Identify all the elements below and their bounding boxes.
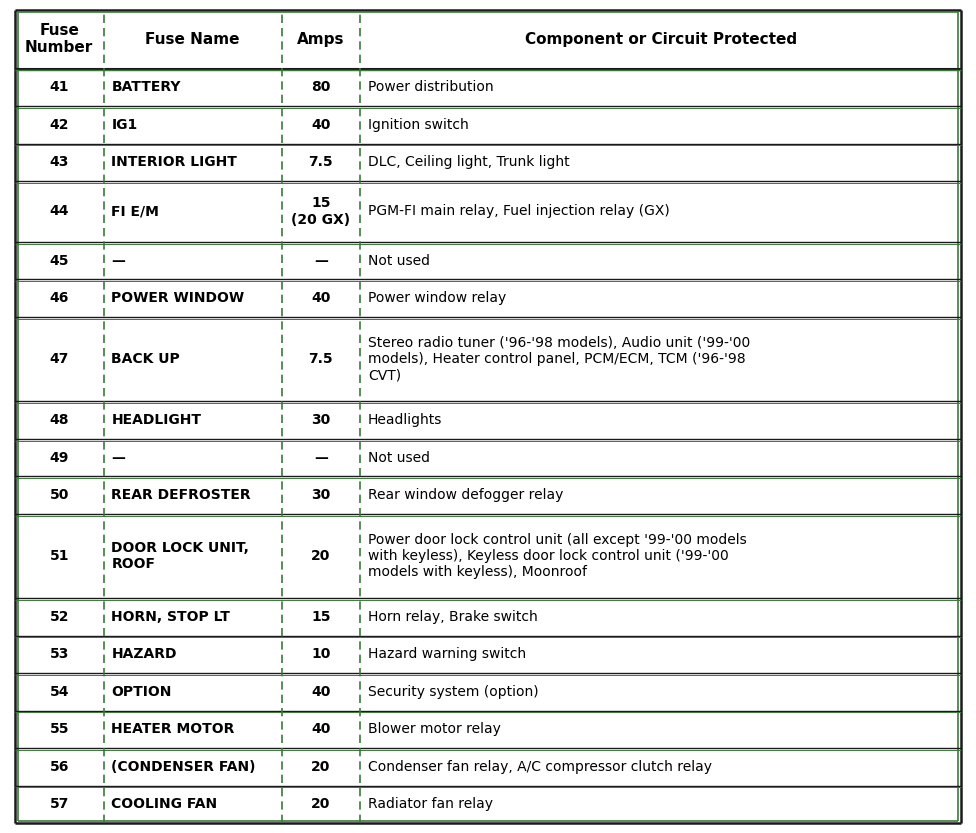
- Text: 40: 40: [311, 722, 331, 736]
- Text: Blower motor relay: Blower motor relay: [368, 722, 501, 736]
- Text: 42: 42: [50, 117, 69, 132]
- Text: 54: 54: [50, 685, 69, 699]
- Text: Fuse
Number: Fuse Number: [25, 23, 94, 56]
- Text: DOOR LOCK UNIT,
ROOF: DOOR LOCK UNIT, ROOF: [111, 541, 249, 571]
- Text: Not used: Not used: [368, 451, 430, 465]
- Text: —: —: [314, 451, 328, 465]
- Text: 7.5: 7.5: [308, 352, 333, 366]
- Text: —: —: [111, 254, 125, 267]
- Text: POWER WINDOW: POWER WINDOW: [111, 292, 245, 305]
- Text: IG1: IG1: [111, 117, 138, 132]
- Text: 30: 30: [311, 488, 331, 502]
- Text: 20: 20: [311, 797, 331, 811]
- Text: Not used: Not used: [368, 254, 430, 267]
- Text: 57: 57: [50, 797, 69, 811]
- Text: INTERIOR LIGHT: INTERIOR LIGHT: [111, 155, 237, 169]
- Text: Hazard warning switch: Hazard warning switch: [368, 647, 526, 661]
- Text: Headlights: Headlights: [368, 413, 442, 427]
- Text: FI E/M: FI E/M: [111, 204, 159, 218]
- Text: COOLING FAN: COOLING FAN: [111, 797, 218, 811]
- Text: 40: 40: [311, 685, 331, 699]
- Text: BACK UP: BACK UP: [111, 352, 181, 366]
- Text: (CONDENSER FAN): (CONDENSER FAN): [111, 760, 256, 774]
- Text: 44: 44: [50, 204, 69, 218]
- Text: 46: 46: [50, 292, 69, 305]
- Text: Fuse Name: Fuse Name: [145, 32, 240, 47]
- Text: 51: 51: [50, 549, 69, 563]
- Text: 49: 49: [50, 451, 69, 465]
- Text: 80: 80: [311, 80, 331, 94]
- Text: 52: 52: [50, 610, 69, 624]
- Text: 53: 53: [50, 647, 69, 661]
- Text: 20: 20: [311, 760, 331, 774]
- Text: Condenser fan relay, A/C compressor clutch relay: Condenser fan relay, A/C compressor clut…: [368, 760, 712, 774]
- Text: Power window relay: Power window relay: [368, 292, 507, 305]
- Text: HEATER MOTOR: HEATER MOTOR: [111, 722, 235, 736]
- Text: HORN, STOP LT: HORN, STOP LT: [111, 610, 230, 624]
- Text: 40: 40: [311, 117, 331, 132]
- Text: REAR DEFROSTER: REAR DEFROSTER: [111, 488, 251, 502]
- Text: 47: 47: [50, 352, 69, 366]
- Text: 48: 48: [50, 413, 69, 427]
- Text: DLC, Ceiling light, Trunk light: DLC, Ceiling light, Trunk light: [368, 155, 570, 169]
- Text: —: —: [314, 254, 328, 267]
- Text: Rear window defogger relay: Rear window defogger relay: [368, 488, 563, 502]
- Text: Component or Circuit Protected: Component or Circuit Protected: [525, 32, 796, 47]
- Text: Stereo radio tuner ('96-'98 models), Audio unit ('99-'00
models), Heater control: Stereo radio tuner ('96-'98 models), Aud…: [368, 336, 751, 382]
- Text: Horn relay, Brake switch: Horn relay, Brake switch: [368, 610, 538, 624]
- Text: 50: 50: [50, 488, 69, 502]
- Text: 41: 41: [50, 80, 69, 94]
- Text: OPTION: OPTION: [111, 685, 172, 699]
- Text: 43: 43: [50, 155, 69, 169]
- Text: Power distribution: Power distribution: [368, 80, 494, 94]
- Text: 10: 10: [311, 647, 331, 661]
- Text: Power door lock control unit (all except '99-'00 models
with keyless), Keyless d: Power door lock control unit (all except…: [368, 533, 747, 579]
- Text: 20: 20: [311, 549, 331, 563]
- Text: —: —: [111, 451, 125, 465]
- Text: HEADLIGHT: HEADLIGHT: [111, 413, 201, 427]
- Text: 15
(20 GX): 15 (20 GX): [292, 197, 350, 227]
- Text: HAZARD: HAZARD: [111, 647, 177, 661]
- Text: BATTERY: BATTERY: [111, 80, 181, 94]
- Text: Amps: Amps: [297, 32, 345, 47]
- Text: PGM-FI main relay, Fuel injection relay (GX): PGM-FI main relay, Fuel injection relay …: [368, 204, 670, 218]
- Text: Security system (option): Security system (option): [368, 685, 539, 699]
- Text: Radiator fan relay: Radiator fan relay: [368, 797, 493, 811]
- Text: 55: 55: [50, 722, 69, 736]
- Text: 7.5: 7.5: [308, 155, 333, 169]
- Text: 15: 15: [311, 610, 331, 624]
- Text: Ignition switch: Ignition switch: [368, 117, 468, 132]
- Text: 30: 30: [311, 413, 331, 427]
- Text: 40: 40: [311, 292, 331, 305]
- Text: 45: 45: [50, 254, 69, 267]
- Text: 56: 56: [50, 760, 69, 774]
